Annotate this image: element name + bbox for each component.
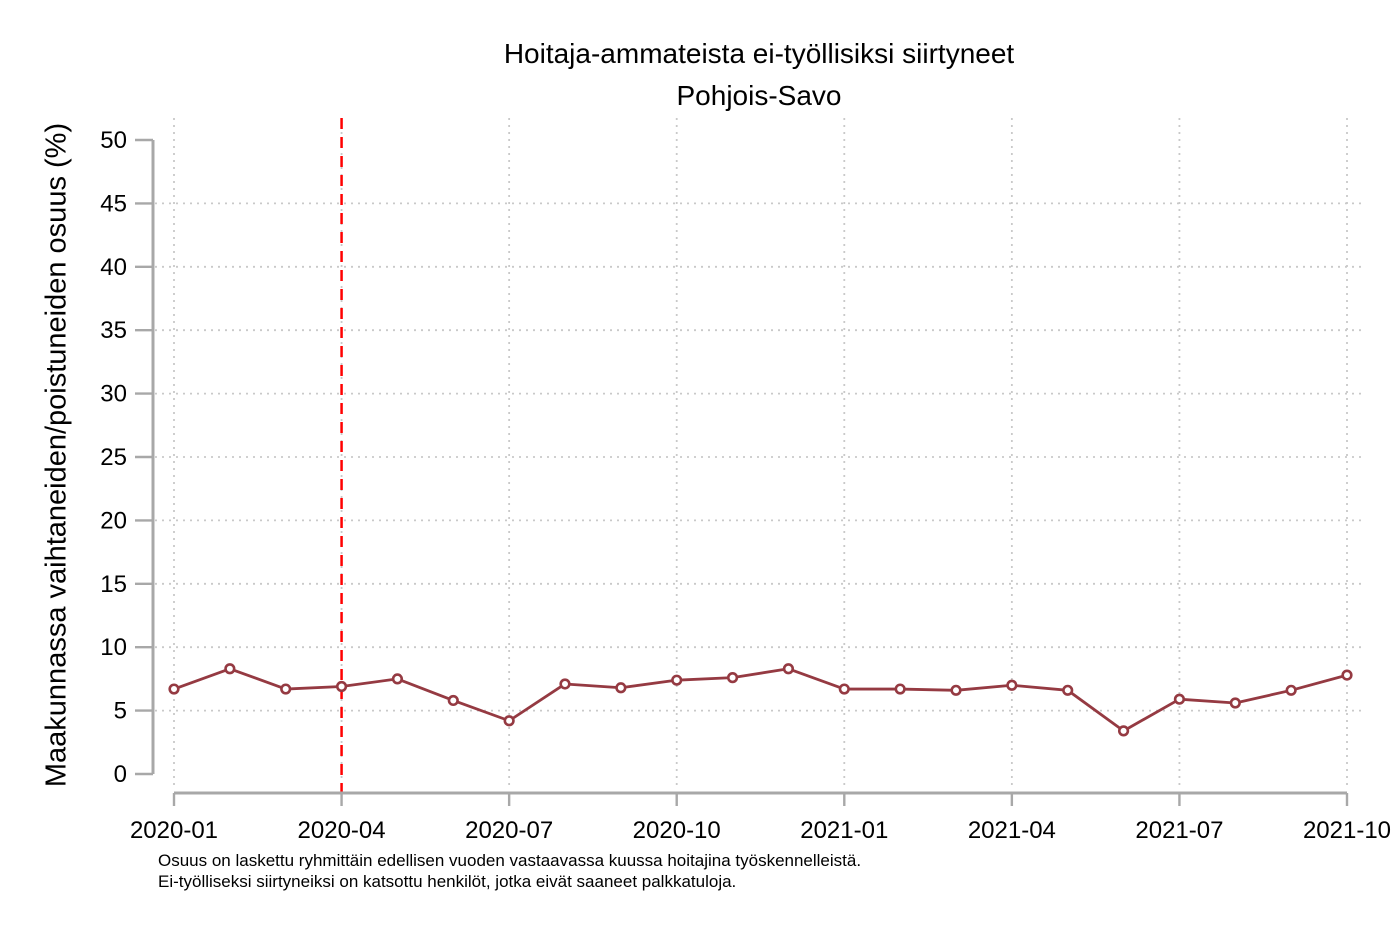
- data-line: [173, 667, 1348, 733]
- data-point-2021-08: [1229, 697, 1241, 709]
- data-point-2020-06: [447, 694, 459, 707]
- data-point-2020-02: [224, 663, 236, 675]
- y-tick-label: 25: [100, 444, 127, 471]
- y-tick-label: 50: [100, 127, 127, 154]
- data-point-2020-01: [168, 683, 180, 695]
- chart-title: Hoitaja-ammateista ei-työllisiksi siirty…: [503, 38, 1015, 69]
- y-tick-label: 0: [114, 761, 127, 788]
- chart-subtitle: Pohjois-Savo: [676, 80, 842, 111]
- x-tick-label: 2021-10: [1303, 817, 1391, 844]
- data-point-2021-03: [950, 684, 962, 696]
- data-point-2020-07: [503, 715, 515, 727]
- data-point-2021-07: [1173, 693, 1186, 705]
- x-tick-label: 2021-07: [1135, 817, 1223, 844]
- x-tick-label: 2020-01: [130, 817, 218, 844]
- x-tick-label: 2020-10: [633, 817, 721, 844]
- data-point-2020-08: [559, 678, 571, 690]
- data-point-2020-05: [391, 673, 404, 685]
- data-point-2020-12: [782, 663, 795, 675]
- data-point-2021-05: [1062, 684, 1074, 696]
- y-tick-label: 20: [100, 507, 127, 534]
- y-tick-label: 35: [100, 317, 127, 344]
- y-tick-label: 45: [100, 190, 127, 217]
- data-point-2021-01: [838, 683, 850, 695]
- data-point-2021-06: [1117, 725, 1130, 737]
- x-tick-label: 2021-04: [968, 817, 1056, 844]
- y-tick-label: 15: [100, 571, 127, 598]
- data-point-2021-04: [1006, 679, 1018, 691]
- data-point-2020-04: [335, 680, 348, 693]
- y-tick-label: 30: [100, 381, 127, 408]
- data-point-2020-10: [671, 674, 683, 686]
- footnote-line-2: Ei-työlliseksi siirtyneiksi on katsottu …: [158, 872, 737, 891]
- data-point-2020-11: [726, 672, 739, 684]
- y-tick-label: 40: [100, 254, 127, 281]
- data-point-2021-02: [894, 683, 906, 695]
- y-tick-label: 10: [100, 634, 127, 661]
- data-point-2020-03: [280, 683, 292, 695]
- x-tick-label: 2020-07: [465, 817, 553, 844]
- footnote-line-1: Osuus on laskettu ryhmittäin edellisen v…: [158, 851, 862, 870]
- data-point-2021-10: [1341, 669, 1353, 681]
- x-tick-label: 2021-01: [800, 817, 888, 844]
- y-tick-label: 5: [114, 698, 127, 725]
- x-tick-label: 2020-04: [298, 817, 386, 844]
- data-point-2021-09: [1285, 684, 1297, 696]
- data-point-2020-09: [615, 682, 627, 694]
